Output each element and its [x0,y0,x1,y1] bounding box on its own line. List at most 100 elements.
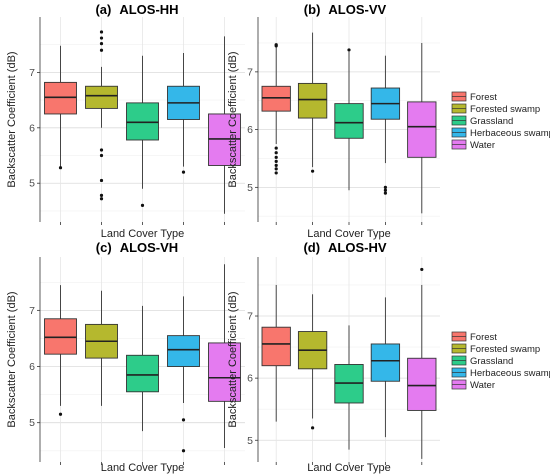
outlier-point [140,203,145,207]
box-grassland [334,48,364,191]
panel-tag: (a) [95,2,111,17]
panel-title: (a) ALOS-HH [95,2,178,17]
legend-label: Water [470,380,495,391]
y-tick-label: 7 [29,67,35,79]
legend-label: Forested swamp [470,344,540,355]
y-tick-label: 5 [247,182,253,194]
y-tick-label: 7 [247,311,253,323]
outlier-point [383,188,387,192]
panel-alos-vv: 5 6 7 (b) ALOS-VV Land Cover Type Backscatter … [227,2,550,240]
panel-title-text: ALOS-VV [328,2,386,17]
outlier-point [99,148,104,152]
box-iqr [208,342,241,402]
y-tick-label: 5 [247,435,253,447]
y-axis-title: Backscatter Coefficient (dB) [227,291,239,427]
outlier-point [274,171,278,175]
outlier-point [99,197,104,201]
legend-label: Forest [470,332,497,343]
panel-title: (b) ALOS-VV [304,2,387,17]
panel-alos-vh: 5 6 7 (c) ALOS-VH Land Cover Type Backscatter … [6,240,245,474]
outlier-point [99,36,104,40]
box-herbaceous-swamp [167,296,200,453]
y-tick-label: 5 [29,178,35,190]
box-forest [261,284,291,422]
box-iqr [126,354,159,393]
outlier-point [347,48,351,52]
box-forested-swamp [297,32,328,173]
outlier-point [311,426,315,430]
outlier-point [274,151,278,155]
panel-tag: (d) [303,240,320,255]
box-iqr [407,357,437,411]
y-axis-title: Backscatter Coefficient (dB) [227,51,239,187]
panel-tag: (c) [96,240,112,255]
box-forested-swamp [85,290,118,406]
panel-alos-hv: 5 6 7 (d) ALOS-HV Land Cover Type Backscatter … [227,240,550,474]
panel-tag: (b) [304,2,321,17]
legend-label: Water [470,140,495,151]
box-grassland [334,325,364,450]
y-tick-label: 7 [247,66,253,78]
box-iqr [44,81,77,115]
panel-title-text: ALOS-VH [120,240,179,255]
outlier-point [99,193,104,198]
legend-label: Grassland [470,116,513,127]
y-tick-label: 5 [29,417,35,429]
box-water [208,36,241,214]
box-herbaceous-swamp [167,53,200,174]
x-axis-title: Land Cover Type [307,228,391,240]
outlier-point [274,159,278,163]
outlier-point [274,163,278,168]
box-iqr [126,102,159,141]
panel-title: (c) ALOS-VH [96,240,178,255]
y-tick-label: 6 [29,122,35,134]
y-tick-label: 6 [29,361,35,373]
y-tick-label: 6 [247,124,253,136]
x-axis-title: Land Cover Type [101,462,185,474]
outlier-point [420,267,424,272]
box-water [407,42,437,214]
y-axis-title: Backscatter Coefficient (dB) [6,291,18,427]
box-iqr [261,85,291,112]
panel-title: (d) ALOS-HV [303,240,386,255]
panel-title-text: ALOS-HV [328,240,387,255]
box-forested-swamp [297,294,328,430]
outlier-point [99,153,104,158]
outlier-point [274,44,278,48]
box-water [208,264,241,448]
outlier-point [58,412,63,416]
box-iqr [370,343,401,382]
outlier-point [383,185,387,189]
legend-label: Herbaceous swamp [470,128,550,139]
box-water [407,267,437,459]
box-forest [261,43,291,175]
outlier-point [274,167,278,171]
outlier-point [181,418,186,422]
legend-label: Forest [470,92,497,103]
y-tick-label: 6 [247,373,253,385]
y-tick-label: 7 [29,305,35,317]
legend-label: Grassland [470,356,513,367]
legend-label: Herbaceous swamp [470,368,550,379]
box-grassland [126,55,159,207]
outlier-point [99,178,104,183]
box-iqr [261,326,291,367]
box-iqr [167,335,200,367]
box-iqr [208,113,241,166]
outlier-point [383,191,387,195]
outlier-point [99,41,104,46]
outlier-point [181,170,186,174]
y-axis-title: Backscatter Coefficient (dB) [6,51,18,187]
x-axis-title: Land Cover Type [307,462,391,474]
panel-alos-hh: 5 6 7 (a) ALOS-HH Land Cover Type Backscatter … [6,2,245,240]
box-forest [44,45,77,170]
box-iqr [334,103,364,139]
outlier-point [311,169,315,173]
box-iqr [44,318,77,355]
box-forest [44,285,77,416]
outlier-point [274,155,278,159]
panel-title-text: ALOS-HH [119,2,178,17]
